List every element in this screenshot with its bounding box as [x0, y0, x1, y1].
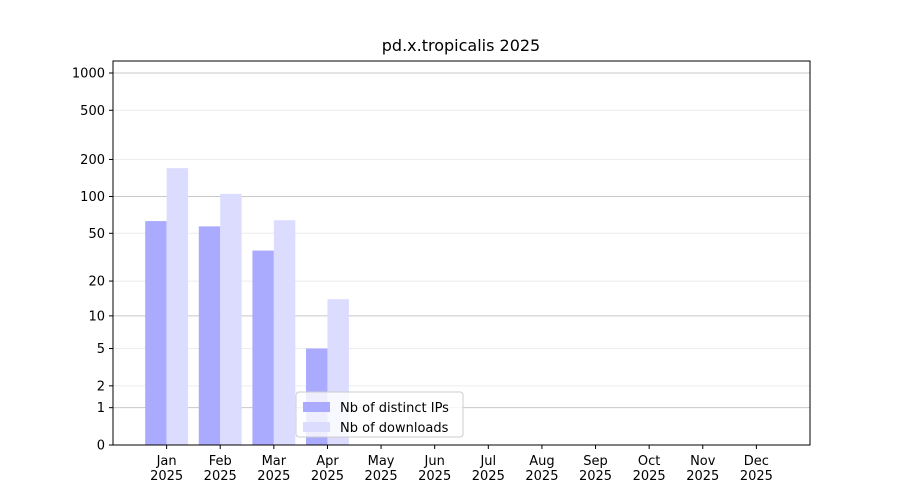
x-tick-label: Nov 2025	[686, 454, 719, 484]
legend-label: Nb of downloads	[340, 421, 449, 436]
y-tick-label: 200	[80, 153, 105, 168]
x-tick-label: Jun 2025	[418, 454, 451, 484]
y-tick-label: 0	[97, 439, 105, 454]
x-tick-label-line: 2025	[633, 469, 666, 484]
x-tick-label-line: Jul	[479, 454, 496, 469]
chart-title: pd.x.tropicalis 2025	[382, 36, 540, 55]
bar	[166, 168, 189, 445]
x-tick-label: Sep 2025	[579, 454, 612, 484]
x-tick-label-line: Oct	[638, 454, 660, 469]
x-tick-label-line: Feb	[209, 454, 232, 469]
x-tick-label-line: 2025	[418, 469, 451, 484]
legend-box	[295, 391, 464, 438]
x-tick-label-line: 2025	[740, 469, 773, 484]
x-tick-label-line: 2025	[686, 469, 719, 484]
x-tick-label-line: Dec	[744, 454, 769, 469]
plot-frame	[112, 60, 811, 446]
x-tick-label-line: Mar	[262, 454, 287, 469]
x-tick-label: Jan 2025	[150, 454, 183, 484]
x-tick-label: Apr 2025	[311, 454, 344, 484]
x-tick-label-line: 2025	[257, 469, 290, 484]
bar	[220, 193, 242, 445]
y-tick-label: 20	[88, 275, 105, 290]
bar	[198, 226, 221, 445]
y-tick-label: 500	[80, 104, 105, 119]
bar	[252, 250, 274, 445]
y-tick-label: 100	[80, 190, 105, 205]
x-tick-label: Jul 2025	[472, 454, 505, 484]
legend-label: Nb of distinct IPs	[340, 401, 449, 416]
x-tick-label: Aug 2025	[525, 454, 558, 484]
x-tick-label-line: 2025	[525, 469, 558, 484]
legend-swatch	[303, 422, 330, 432]
x-tick-label-line: 2025	[204, 469, 237, 484]
y-tick-label: 10	[88, 309, 105, 324]
y-tick-label: 1000	[72, 67, 105, 82]
x-tick-label-line: 2025	[311, 469, 344, 484]
x-tick-label: Feb 2025	[204, 454, 237, 484]
x-tick-label: Mar 2025	[257, 454, 290, 484]
x-tick-label-line: Apr	[316, 454, 339, 469]
y-tick-label: 2	[97, 379, 105, 394]
y-tick-label: 1	[97, 401, 105, 416]
x-tick-label-line: Sep	[583, 454, 608, 469]
x-tick-label-line: 2025	[150, 469, 183, 484]
bar	[145, 221, 167, 445]
x-tick-label-line: Nov	[690, 454, 716, 469]
x-tick-label: Dec 2025	[740, 454, 773, 484]
x-tick-label-line: May	[368, 454, 395, 469]
y-tick-label: 5	[97, 342, 105, 357]
x-tick-label-line: 2025	[472, 469, 505, 484]
legend-swatch	[303, 402, 330, 412]
x-tick-label-line: Jun	[424, 454, 445, 469]
bar	[273, 220, 296, 445]
x-tick-label: May 2025	[365, 454, 398, 484]
x-tick-label-line: 2025	[579, 469, 612, 484]
x-tick-label-line: Aug	[529, 454, 554, 469]
x-tick-label-line: 2025	[365, 469, 398, 484]
x-tick-label: Oct 2025	[633, 454, 666, 484]
y-tick-label: 50	[88, 227, 105, 242]
x-tick-label-line: Jan	[156, 454, 177, 469]
